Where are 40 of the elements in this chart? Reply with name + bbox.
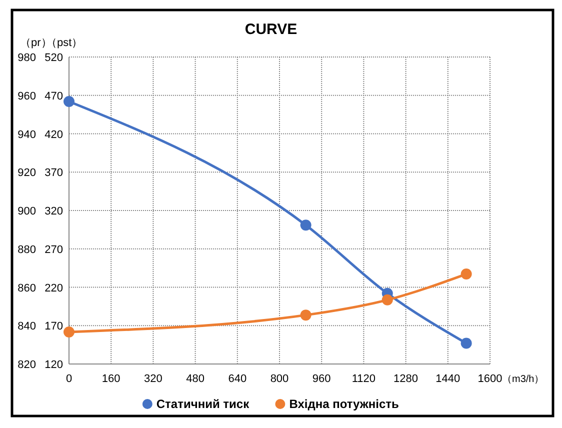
legend-label: Вхідна потужність	[289, 397, 399, 411]
x-tick-label: 1440	[436, 373, 460, 385]
y2-tick-label: 860	[18, 282, 36, 294]
point	[300, 310, 312, 321]
y-tick-label: 370	[44, 167, 63, 180]
point	[460, 338, 472, 349]
y2-tick-label: 920	[18, 167, 36, 180]
y2-tick-label: 820	[18, 359, 36, 371]
x-tick-label: 160	[102, 373, 120, 385]
x-tick-label: 960	[312, 373, 331, 385]
point	[64, 96, 74, 108]
point	[382, 294, 393, 306]
y2-tick-label: 880	[18, 244, 36, 256]
y-tick-label: 520	[44, 52, 63, 64]
chart-title: CURVE	[244, 21, 298, 38]
point	[64, 326, 74, 338]
x-tick-label: 1600	[478, 373, 502, 385]
y2-tick-label: 940	[18, 128, 36, 141]
y-tick-label: 120	[44, 359, 63, 371]
x-tick-label: 320	[144, 373, 162, 385]
point	[460, 268, 472, 280]
y-tick-label: 470	[44, 90, 63, 102]
x-axis-title: （m3/h）	[502, 374, 544, 385]
y2-tick-label: 840	[18, 320, 36, 333]
x-tick-label: 1120	[352, 373, 376, 385]
x-tick-label: 640	[228, 373, 247, 385]
x-tick-label: 800	[270, 373, 289, 385]
x-tick-label: 0	[66, 373, 72, 385]
y-tick-label: 270	[44, 244, 63, 256]
point	[300, 220, 312, 231]
y2-tick-label: 900	[18, 206, 36, 218]
x-tick-label: 1280	[394, 373, 418, 385]
y-tick-label: 170	[44, 320, 63, 333]
y-tick-label: 420	[44, 128, 63, 141]
y2-tick-label: 980	[18, 52, 36, 64]
y-tick-label: 220	[44, 282, 63, 294]
y2-tick-label: 960	[18, 90, 36, 102]
legend-label: Статичний тиск	[156, 397, 250, 411]
x-tick-label: 480	[186, 373, 204, 385]
y-tick-label: 320	[44, 206, 63, 218]
